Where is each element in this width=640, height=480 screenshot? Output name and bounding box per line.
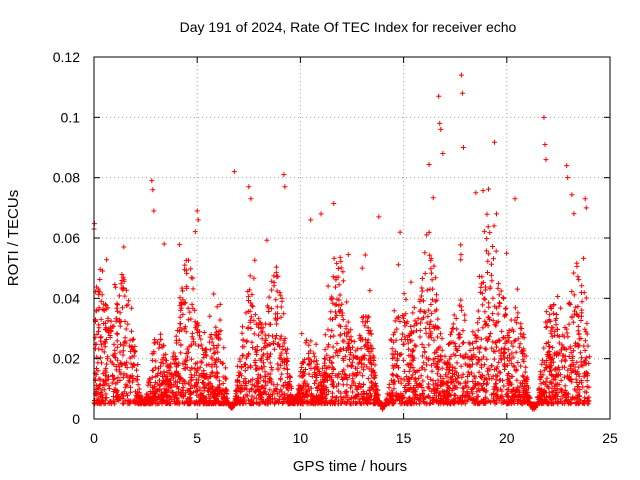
data-point: [459, 90, 465, 96]
data-point: [493, 211, 499, 217]
data-point: [282, 184, 288, 190]
data-point: [149, 178, 155, 184]
y-tick-label: 0.12: [53, 49, 80, 65]
data-point: [458, 72, 464, 78]
y-tick-label: 0.1: [61, 109, 81, 125]
chart-title: Day 191 of 2024, Rate Of TEC Index for r…: [180, 19, 517, 35]
data-point: [318, 211, 324, 217]
scatter-cloud: [91, 139, 592, 412]
x-tick-label: 15: [396, 430, 412, 446]
x-tick-label: 5: [193, 430, 201, 446]
data-point: [195, 217, 201, 223]
data-point: [440, 151, 446, 157]
data-point: [150, 187, 156, 193]
data-point: [308, 217, 314, 223]
y-tick-label: 0: [72, 411, 80, 427]
data-point: [543, 157, 549, 163]
x-tick-label: 25: [602, 430, 618, 446]
data-point: [246, 184, 252, 190]
data-point: [541, 114, 547, 120]
data-point: [564, 163, 570, 169]
data-point: [281, 172, 287, 178]
data-point: [583, 205, 589, 211]
y-tick-label: 0.06: [53, 230, 80, 246]
x-tick-label: 0: [90, 430, 98, 446]
data-point: [248, 196, 254, 202]
data-point: [512, 196, 518, 202]
data-point: [436, 93, 442, 99]
y-tick-label: 0.02: [53, 351, 80, 367]
data-point: [437, 120, 443, 126]
data-point: [460, 145, 466, 150]
x-tick-label: 10: [293, 430, 309, 446]
data-points: [91, 72, 592, 412]
axis-ticks: 0 5 10 15 20 25 0 0.02 0.04 0.06 0.08 0.1 0.12: [53, 49, 618, 446]
data-point: [542, 141, 548, 147]
y-axis-label: ROTI / TECUs: [5, 190, 22, 286]
data-point: [438, 126, 444, 132]
x-axis-label: GPS time / hours: [293, 458, 407, 475]
y-tick-label: 0.04: [53, 290, 80, 306]
grid-lines: [94, 57, 610, 419]
data-point: [473, 190, 479, 196]
data-point: [151, 208, 157, 214]
data-point: [565, 175, 571, 181]
data-point: [582, 196, 588, 202]
data-point: [376, 214, 382, 220]
data-point: [231, 169, 237, 175]
data-point: [161, 241, 167, 247]
y-tick-label: 0.08: [53, 170, 80, 186]
data-point: [194, 208, 200, 214]
x-tick-label: 20: [499, 430, 515, 446]
